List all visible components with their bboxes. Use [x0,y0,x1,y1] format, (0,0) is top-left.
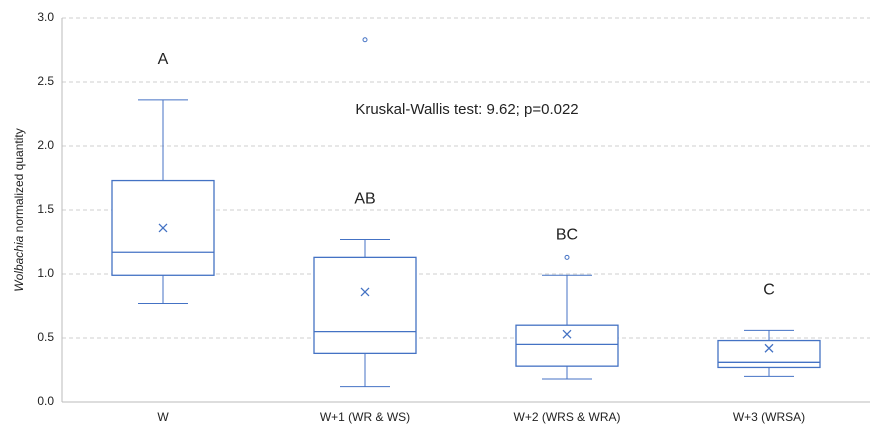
y-tick-label: 1.0 [37,266,54,280]
mean-marker [360,287,370,297]
y-tick-label: 3.0 [37,10,54,24]
y-tick-label: 0.5 [37,330,54,344]
x-tick-label: W+1 (WR & WS) [320,410,410,424]
group-letter: C [763,282,775,299]
annotation: Kruskal-Wallis test: 9.62; p=0.022 [355,101,578,118]
x-tick-label: W+2 (WRS & WRA) [514,410,621,424]
mean-marker [158,223,168,233]
y-tick-label: 2.5 [37,74,54,88]
group-letter: BC [556,226,578,243]
y-label-rest: normalized quantity [12,128,26,232]
outlier [362,37,368,43]
y-label-italic: Wolbachia [12,235,26,291]
outlier [564,254,570,260]
x-tick-label: W+3 (WRSA) [733,410,805,424]
y-tick-label: 0.0 [37,394,54,408]
box [515,324,619,367]
group-letter: AB [354,191,375,208]
group-letter: A [158,51,169,68]
mean-marker [562,329,572,339]
mean-marker [764,343,774,353]
x-tick-label: W [157,410,169,424]
y-tick-label: 2.0 [37,138,54,152]
box [313,256,417,355]
y-axis-label: Wolbachia normalized quantity [12,128,26,291]
box [717,339,821,369]
y-tick-label: 1.5 [37,202,54,216]
